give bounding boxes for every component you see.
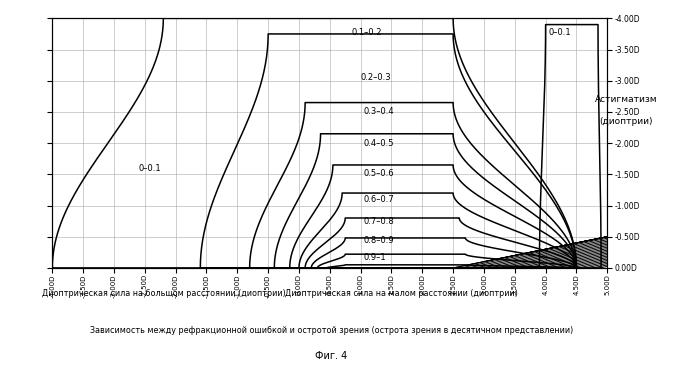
Text: 0.7–0.8: 0.7–0.8	[364, 217, 394, 226]
Text: 0.6–0.7: 0.6–0.7	[364, 195, 394, 204]
Text: 0.4–0.5: 0.4–0.5	[364, 139, 394, 148]
Text: 0.9–1: 0.9–1	[364, 253, 386, 262]
Text: 0.1–0.2: 0.1–0.2	[351, 28, 382, 37]
Text: Фиг. 4: Фиг. 4	[315, 351, 348, 361]
Text: 0.2–0.3: 0.2–0.3	[361, 73, 392, 82]
Text: Диоптрическая сила на малом расстоянии (диоптрии): Диоптрическая сила на малом расстоянии (…	[285, 289, 518, 298]
Text: Зависимость между рефракционной ошибкой и остротой зрения (острота зрения в деся: Зависимость между рефракционной ошибкой …	[90, 326, 573, 335]
Text: Астигматизм: Астигматизм	[595, 95, 658, 103]
Text: (диоптрии): (диоптрии)	[600, 117, 653, 126]
Text: 0–0.1: 0–0.1	[139, 164, 161, 172]
Text: Диоптрическая сила на большом расстоянии (диоптрии): Диоптрическая сила на большом расстоянии…	[42, 289, 286, 298]
Text: 0.3–0.4: 0.3–0.4	[364, 108, 394, 116]
Text: 0–0.1: 0–0.1	[549, 28, 571, 37]
Text: 0.8–0.9: 0.8–0.9	[364, 236, 394, 245]
Text: 0.5–0.6: 0.5–0.6	[364, 168, 394, 178]
